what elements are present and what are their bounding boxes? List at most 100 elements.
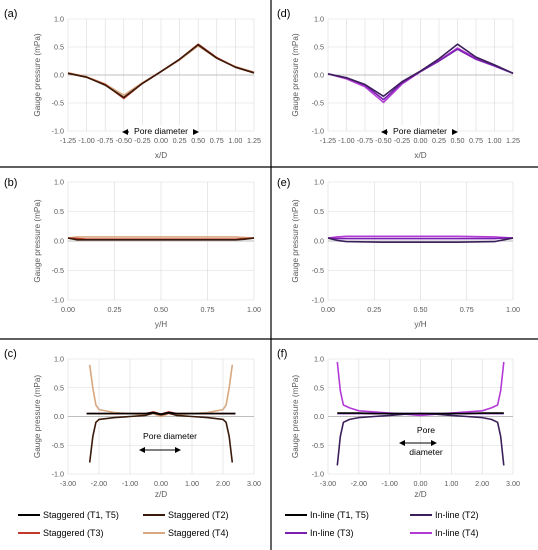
legend-label: In-line (T4) (435, 528, 479, 538)
series-line-stag_T2 (67, 43, 255, 99)
legend-label: Staggered (T1, T5) (43, 510, 119, 520)
arrowhead-left-c (139, 447, 145, 453)
x-tick-label: 0.75 (469, 136, 483, 145)
annotation-text-f-1: Pore (417, 425, 435, 435)
panel-label-d: (d) (277, 8, 290, 20)
x-tick-label: 0.00 (154, 479, 168, 488)
x-tick-label: -3.00 (60, 479, 76, 488)
series-line-inl_T2 (327, 237, 514, 243)
x-tick-label: 0.00 (321, 305, 335, 314)
legend-label: Staggered (T2) (168, 510, 229, 520)
x-axis-label: x/D (155, 151, 167, 160)
series-line-stag_T2 (67, 237, 255, 241)
y-tick-label: -1.0 (52, 470, 64, 479)
y-tick-label: 0.0 (314, 71, 324, 80)
y-tick-label: -0.5 (52, 99, 64, 108)
x-tick-label: 3.00 (247, 479, 261, 488)
annotation-text-f-2: diameter (409, 447, 443, 457)
y-tick-label: 0.5 (54, 383, 64, 392)
annotation-text-c: Pore diameter (143, 431, 197, 441)
x-tick-label: -1.00 (338, 136, 354, 145)
chart-c: -1.0 -0.5 0.0 0.5 1.0 -3.00 -2.00 -1.00 0.00 1.00… (33, 355, 261, 500)
y-tick-label: 1.0 (314, 355, 324, 364)
arrowhead-right-d (452, 129, 458, 135)
x-tick-label: -0.25 (134, 136, 150, 145)
x-tick-label: 0.25 (108, 305, 122, 314)
x-axis-label: z/D (414, 490, 426, 499)
x-tick-label: -0.50 (375, 136, 391, 145)
arrowhead-left-a (122, 129, 128, 135)
y-tick-label: 0.0 (314, 237, 324, 246)
annotation-a: Pore diameter (122, 125, 199, 137)
x-tick-label: -2.00 (351, 479, 367, 488)
y-tick-label: -0.5 (52, 441, 64, 450)
y-axis-label: Gauge pressure (mPa) (33, 199, 42, 283)
y-tick-label: 0.0 (54, 412, 64, 421)
x-tick-label: 0.50 (451, 136, 465, 145)
annotation-text-d: Pore diameter (393, 126, 447, 136)
x-tick-label: -1.25 (60, 136, 76, 145)
chart-e: -1.0 -0.5 0.0 0.5 1.0 0.00 0.25 0.50 0.75 1.00 y/H… (291, 178, 520, 330)
x-axis-label: y/H (414, 320, 426, 329)
x-tick-label: -1.00 (122, 479, 138, 488)
y-tick-label: 1.0 (54, 15, 64, 24)
series-line-inl_T1T5 (337, 412, 504, 415)
panel-label-c: (c) (4, 348, 17, 360)
y-tick-label: 1.0 (314, 178, 324, 187)
annotation-c: Pore diameter (139, 431, 197, 453)
x-tick-label: 1.00 (247, 305, 261, 314)
x-tick-label: 0.50 (154, 305, 168, 314)
arrowhead-right-f (431, 440, 437, 446)
y-tick-label: 0.0 (54, 237, 64, 246)
panel-label-b: (b) (4, 177, 17, 189)
chart-f: -1.0 -0.5 0.0 0.5 1.0 -3.00 -2.00 -1.00 0.00 1.00… (291, 355, 520, 500)
x-tick-label: 1.00 (506, 305, 520, 314)
legend-right: In-line (T1, T5) In-line (T2) In-line (T3)… (285, 510, 479, 538)
annotation-f: Pore diameter (399, 425, 443, 457)
y-axis-label: Gauge pressure (mPa) (291, 33, 300, 117)
y-axis-label: Gauge pressure (mPa) (291, 375, 300, 459)
annotation-text-a: Pore diameter (134, 126, 188, 136)
x-tick-label: 1.00 (228, 136, 242, 145)
y-tick-label: -1.0 (312, 127, 324, 136)
y-tick-label: -1.0 (312, 296, 324, 305)
series-line-stag_T1T5 (86, 411, 236, 416)
y-tick-label: -1.0 (52, 127, 64, 136)
series-line-stag_T4 (88, 364, 234, 418)
y-tick-label: 1.0 (54, 355, 64, 364)
legend-label: Staggered (T4) (168, 528, 229, 538)
y-tick-label: 0.5 (314, 43, 324, 52)
x-tick-label: 2.00 (475, 479, 489, 488)
arrowhead-right-c (175, 447, 181, 453)
arrowhead-right-a (193, 129, 199, 135)
x-tick-label: -3.00 (320, 479, 336, 488)
y-tick-label: 0.5 (54, 43, 64, 52)
x-tick-label: -1.00 (78, 136, 94, 145)
series-line-inl_T4 (327, 235, 514, 239)
x-tick-label: -0.75 (97, 136, 113, 145)
x-axis-label: y/H (155, 320, 167, 329)
x-tick-label: -2.00 (91, 479, 107, 488)
x-tick-label: 0.75 (201, 305, 215, 314)
x-tick-label: 0.00 (154, 136, 168, 145)
chart-d: -1.0 -0.5 0.0 0.5 1.0 -1.25 -1.00 -0.75 -0.50 -0.… (291, 15, 520, 161)
x-tick-label: 3.00 (506, 479, 520, 488)
panel-label-e: (e) (277, 177, 290, 189)
x-tick-label: 0.25 (367, 305, 381, 314)
y-tick-label: 1.0 (54, 178, 64, 187)
x-tick-label: 1.00 (185, 479, 199, 488)
y-tick-label: -0.5 (52, 266, 64, 275)
panel-label-f: (f) (277, 348, 287, 360)
y-tick-label: 0.5 (314, 383, 324, 392)
y-tick-label: -1.0 (52, 296, 64, 305)
y-axis-label: Gauge pressure (mPa) (291, 199, 300, 283)
x-tick-label: 0.75 (460, 305, 474, 314)
y-tick-label: -1.0 (312, 470, 324, 479)
series-line-inl_T4 (336, 361, 505, 417)
x-tick-label: -1.00 (381, 479, 397, 488)
annotation-d: Pore diameter (381, 125, 458, 137)
y-tick-label: -0.5 (312, 441, 324, 450)
legend-left: Staggered (T1, T5) Staggered (T2) Staggere… (18, 510, 229, 538)
x-tick-label: -0.50 (116, 136, 132, 145)
